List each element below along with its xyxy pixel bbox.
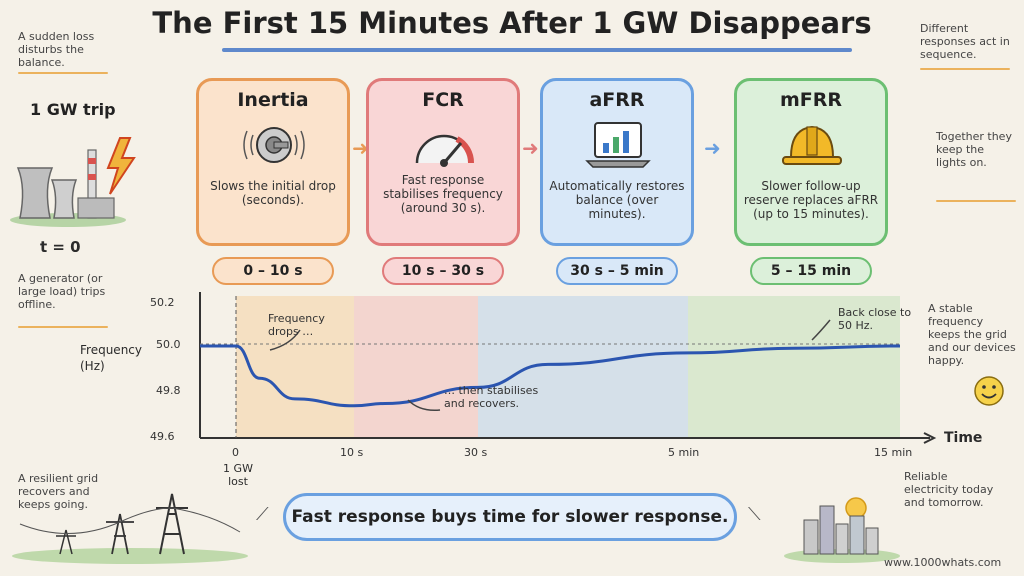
arrow-right-icon: ➜ xyxy=(352,136,369,160)
note-underline xyxy=(18,72,108,74)
power-pylons-icon xyxy=(12,493,248,564)
card-title: Inertia xyxy=(237,89,309,111)
card-desc: Slower follow-up reserve replaces aFRR (… xyxy=(743,179,879,221)
card-desc: Fast response stabilises frequency (arou… xyxy=(383,173,503,215)
trip-event-label: 1 GW lost xyxy=(223,462,253,488)
x-tick-label: 0 xyxy=(232,446,239,459)
annotation-drop: Frequency drops … xyxy=(268,312,325,338)
annotation-arrow-icon xyxy=(407,399,441,412)
y-tick-label: 49.8 xyxy=(156,384,181,397)
card-inertia: Inertia Slows the initial drop (seconds)… xyxy=(196,78,350,246)
card-title: aFRR xyxy=(589,89,645,111)
band-inertia xyxy=(236,296,354,438)
city-skyline-icon xyxy=(784,497,900,563)
band-afrr xyxy=(478,296,688,438)
trip-label: 1 GW trip xyxy=(30,100,116,119)
card-fcr: FCR Fast response stabilises frequency (… xyxy=(366,78,520,246)
note-mid-left: A generator (or large load) trips offlin… xyxy=(18,272,106,311)
laptop-chart-icon xyxy=(585,122,651,168)
note-underline xyxy=(936,200,1016,202)
x-tick-label: 10 s xyxy=(340,446,364,459)
note-top-right-2: Together they keep the lights on. xyxy=(936,130,1012,169)
annotation-arrow-icon xyxy=(811,319,831,341)
y-axis-label: Frequency (Hz) xyxy=(80,343,142,373)
note-bottom-right: Reliable electricity today and tomorrow. xyxy=(904,470,994,509)
annotation-back: Back close to 50 Hz. xyxy=(838,306,912,332)
time-pill-inertia: 0 – 10 s xyxy=(212,257,334,285)
power-plant-icon xyxy=(10,137,136,227)
y-tick-label: 50.2 xyxy=(150,296,175,309)
time-pill-afrr: 30 s – 5 min xyxy=(556,257,678,285)
band-fcr xyxy=(354,296,478,438)
card-desc: Slows the initial drop (seconds). xyxy=(210,179,336,207)
y-tick-label: 49.6 xyxy=(150,430,175,443)
x-axis-label: Time xyxy=(944,430,983,446)
band-mfrr xyxy=(688,296,900,438)
note-underline xyxy=(18,326,108,328)
note-mid-right: A stable frequency keeps the grid and ou… xyxy=(928,302,1016,367)
summary-banner: Fast response buys time for slower respo… xyxy=(283,493,737,541)
note-top-right-1: Different responses act in sequence. xyxy=(920,22,1010,61)
x-tick-label: 5 min xyxy=(668,446,700,459)
title-underline xyxy=(222,48,852,52)
card-title: FCR xyxy=(422,89,464,111)
note-underline xyxy=(920,68,1010,70)
hard-hat-icon xyxy=(782,125,842,165)
y-tick-label: 50.0 xyxy=(156,338,181,351)
annotation-arrow-icon xyxy=(269,329,301,351)
flywheel-icon xyxy=(243,127,305,163)
note-top-left: A sudden loss disturbs the balance. xyxy=(18,30,95,69)
footer-url: www.1000whats.com xyxy=(884,556,1002,569)
time-pill-fcr: 10 s – 30 s xyxy=(382,257,504,285)
sparkle-icon: ⟍ xyxy=(748,504,761,525)
annotation-recover: … then stabilises and recovers. xyxy=(444,384,539,410)
gauge-icon xyxy=(415,134,475,167)
frequency-line xyxy=(200,344,901,408)
card-mfrr: mFRR Slower follow-up reserve replaces a… xyxy=(734,78,888,246)
card-desc: Automatically restores balance (over min… xyxy=(549,179,685,221)
x-tick-label: 30 s xyxy=(464,446,488,459)
x-axis-arrow-icon xyxy=(923,432,937,444)
card-afrr: aFRR Automatically restores balance (ove… xyxy=(540,78,694,246)
arrow-right-icon: ➜ xyxy=(704,136,721,160)
note-bottom-left: A resilient grid recovers and keeps goin… xyxy=(18,472,99,511)
x-tick-label: 15 min xyxy=(874,446,913,459)
card-title: mFRR xyxy=(779,89,843,111)
time-pill-mfrr: 5 – 15 min xyxy=(750,257,872,285)
page-title: The First 15 Minutes After 1 GW Disappea… xyxy=(152,6,872,40)
arrow-right-icon: ➜ xyxy=(522,136,539,160)
smiley-icon xyxy=(974,376,1004,406)
sparkle-icon: ⟋ xyxy=(256,504,269,525)
t-zero-label: t = 0 xyxy=(40,238,81,256)
